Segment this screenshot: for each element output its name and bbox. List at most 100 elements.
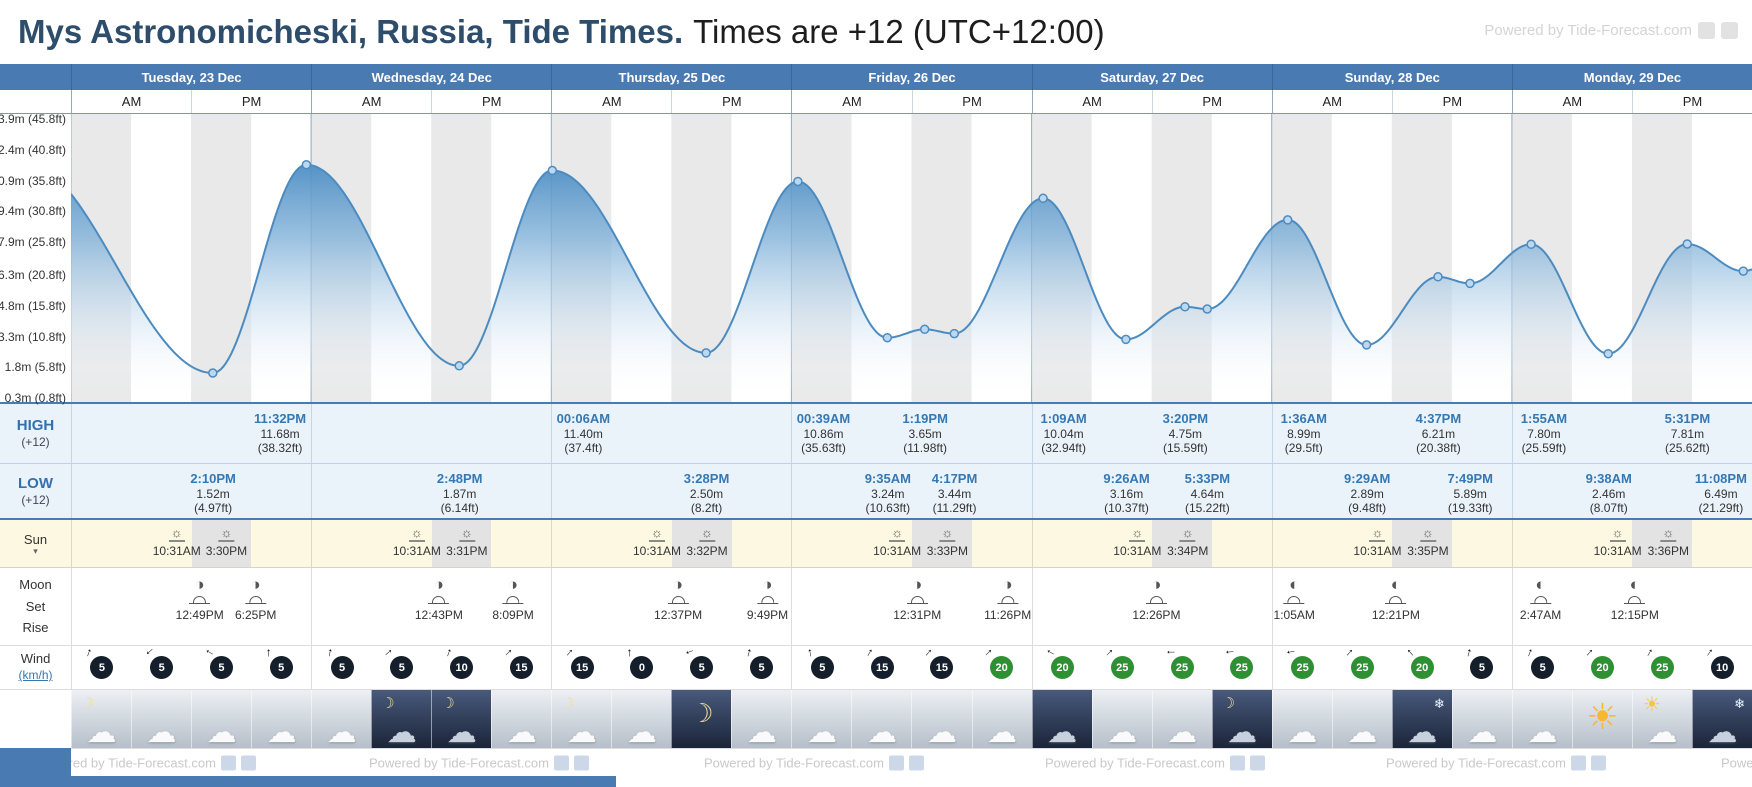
powered-by-footer-link[interactable]: Powered by Tide-Forecast.com: [1045, 755, 1265, 770]
sunrise-entry: ☼ 10:31AM: [153, 526, 201, 558]
powered-by-footer-link[interactable]: Powered by Tide-Forecast.com: [369, 755, 589, 770]
am-label: AM: [1562, 94, 1583, 109]
tide-extreme-dot: [1121, 334, 1131, 345]
sunset-icon: ☼: [699, 525, 715, 542]
powered-by-footer-link[interactable]: Powered by Tide-Forecast.com: [1721, 755, 1752, 770]
weather-icon-moon-cloud: ☽ ☁: [551, 690, 612, 748]
y-axis-label: 10.9m (35.8ft): [0, 173, 66, 188]
moon-cell-day3: ◑ 12:37PM ◑ 9:49PM: [551, 568, 791, 645]
am-label: AM: [842, 94, 862, 109]
tide-time: 2:10PM: [190, 471, 236, 486]
wind-speed-badge: 25 ↑: [1343, 645, 1374, 679]
cloud-glyph: ☁: [86, 716, 117, 748]
low-cell-day7: 9:38AM 2.46m (8.07ft) 11:08PM 6.49m (21.29ft): [1511, 464, 1752, 518]
ampm-cell-day7: AM PM: [1511, 90, 1752, 113]
wind-speed-badge: 5 ↑: [382, 645, 414, 679]
sunset-shade-band: [191, 520, 252, 567]
tide-extreme-dot: [1361, 340, 1372, 350]
moon-entry: ◑ 12:49PM: [176, 576, 224, 622]
sunrise-icon: ☼: [1369, 525, 1386, 542]
sunset-entry: ☼ 3:34PM: [1167, 526, 1208, 558]
social-share-icon[interactable]: [888, 755, 904, 770]
sun-label: Sun: [23, 531, 48, 547]
cloud-glyph: ☁: [626, 716, 657, 748]
tide-extreme-dot: [1526, 239, 1536, 250]
powered-by-footer-link[interactable]: Powered by Tide-Forecast.com: [1386, 755, 1606, 770]
tide-height-ft: (9.48ft): [1348, 501, 1387, 516]
tide-time: 9:29AM: [1344, 471, 1391, 486]
social-share-icon[interactable]: [1590, 755, 1606, 770]
powered-by-top: Powered by Tide-Forecast.com: [1484, 22, 1738, 39]
tide-height-m: 4.75m: [1168, 426, 1203, 441]
kmh-unit-link[interactable]: (km/h): [18, 668, 53, 683]
weather-row: ☽ ☁ ☁ ☁ ☁ ☁ ☽ ☁ ☽ ☁ ☁ ☽ ☁ ☁ ☽ ☁ ☁ ☁ ☁ ☁ ☁ ☁ ☁ ☽ ☁ ☁ ☁ ☁ ❄ ☁ ☁ ☀ ☀ ☁ ☁ ❄: [0, 690, 1752, 748]
wind-slot: 10 ↑: [1692, 645, 1752, 689]
wind-direction-arrow: ↑: [626, 645, 633, 659]
social-share-icon[interactable]: [573, 755, 589, 770]
sunrise-icon: ☼: [889, 525, 906, 542]
powered-by-footer-link[interactable]: Powered by Tide-Forecast.com: [704, 755, 924, 770]
social-share-icon[interactable]: [1570, 755, 1586, 770]
cloud-glyph: ☁: [506, 716, 537, 748]
social-share-icon[interactable]: [220, 755, 236, 770]
chevron-down-icon[interactable]: ▾: [33, 545, 38, 556]
day-header-row: Tuesday, 23 Dec Wednesday, 24 Dec Thursday…: [0, 64, 1752, 90]
high-tide-entry: 00:39AM 10.86m (35.63ft): [797, 411, 850, 456]
high-cell-day4: 00:39AM 10.86m (35.63ft) 1:19PM 3.65m (11.98f…: [791, 404, 1031, 463]
powered-by-text[interactable]: Powered by Tide-Forecast.com: [1484, 22, 1692, 39]
tide-time: 4:17PM: [931, 471, 978, 486]
wind-direction-arrow: ↑: [84, 644, 95, 660]
tide-time: 00:06AM: [556, 411, 611, 426]
sunrise-icon: ☼: [408, 525, 425, 542]
sunrise-time: 10:31AM: [152, 543, 201, 558]
social-share-icon[interactable]: [1249, 755, 1265, 770]
weather-icon-cloud: ☁: [731, 690, 792, 748]
weather-icon-cloud: ☁: [911, 690, 972, 748]
social-share-icon[interactable]: [1229, 755, 1245, 770]
moon-entry: ◑ 12:26PM: [1132, 576, 1180, 622]
tide-height-m: 7.80m: [1527, 426, 1561, 441]
moon-entry: ◐ 1:05AM: [1274, 576, 1315, 622]
tide-time: 2:48PM: [436, 471, 483, 486]
moonrise-set-arc-icon: [502, 596, 524, 604]
sunrise-time: 10:31AM: [1353, 543, 1402, 558]
social-share-icon[interactable]: [1721, 22, 1738, 39]
wind-slot: 25 ↑: [1212, 646, 1272, 689]
weather-corner: [0, 690, 71, 748]
weather-icon-cloud: ☁: [851, 690, 912, 748]
social-share-icon[interactable]: [908, 755, 924, 770]
sunset-icon: ☼: [939, 525, 956, 542]
powered-by-footer-link[interactable]: Powered by Tide-Forecast.com: [36, 755, 256, 770]
wind-slot: 5 ↑: [732, 644, 792, 689]
weather-icon-snow: ☁ ❄: [1691, 690, 1752, 748]
tide-extreme-dot: [547, 165, 558, 176]
high-cell-day7: 1:55AM 7.80m (25.59ft) 5:31PM 7.81m (25.62ft): [1511, 404, 1752, 463]
wind-slot: 0 ↑: [612, 646, 672, 689]
wind-slot: 5 ↑: [372, 645, 432, 689]
high-cell-day1: 11:32PM 11.68m (38.32ft): [71, 404, 311, 463]
am-label: AM: [1082, 94, 1102, 109]
sunset-icon: ☼: [1660, 525, 1677, 542]
powered-by-text: Powered by Tide-Forecast.com: [704, 755, 884, 770]
tide-height-ft: (10.63ft): [865, 501, 911, 516]
tide-height-m: 10.04m: [1043, 426, 1084, 441]
social-share-icon[interactable]: [240, 755, 256, 770]
powered-by-text: Powered by Tide-Forecast.com: [369, 755, 549, 770]
sunrise-time: 10:31AM: [1593, 543, 1642, 558]
social-share-icon[interactable]: [553, 755, 569, 770]
wind-speed-badge: 25 ↑: [1163, 649, 1194, 679]
social-share-icon[interactable]: [1698, 22, 1715, 39]
moon-time: 12:15PM: [1610, 608, 1659, 622]
wind-speed-badge: 5 ↑: [142, 645, 174, 679]
cloud-glyph: ☁: [927, 716, 957, 748]
moon-set-label: Set: [25, 598, 46, 614]
high-tide-entry: 4:37PM 6.21m (20.38ft): [1416, 411, 1462, 456]
low-cell-day2: 2:48PM 1.87m (6.14ft): [311, 464, 551, 518]
moon-cell-day2: ◑ 12:43PM ◑ 8:09PM: [311, 568, 551, 645]
wind-direction-arrow: ↑: [922, 644, 937, 660]
cloud-glyph: ☁: [326, 716, 357, 748]
wind-row-header: Wind (km/h): [0, 646, 71, 689]
day-header-3: Thursday, 25 Dec: [551, 64, 791, 90]
wind-speed-badge: 25 ↑: [1283, 648, 1315, 679]
